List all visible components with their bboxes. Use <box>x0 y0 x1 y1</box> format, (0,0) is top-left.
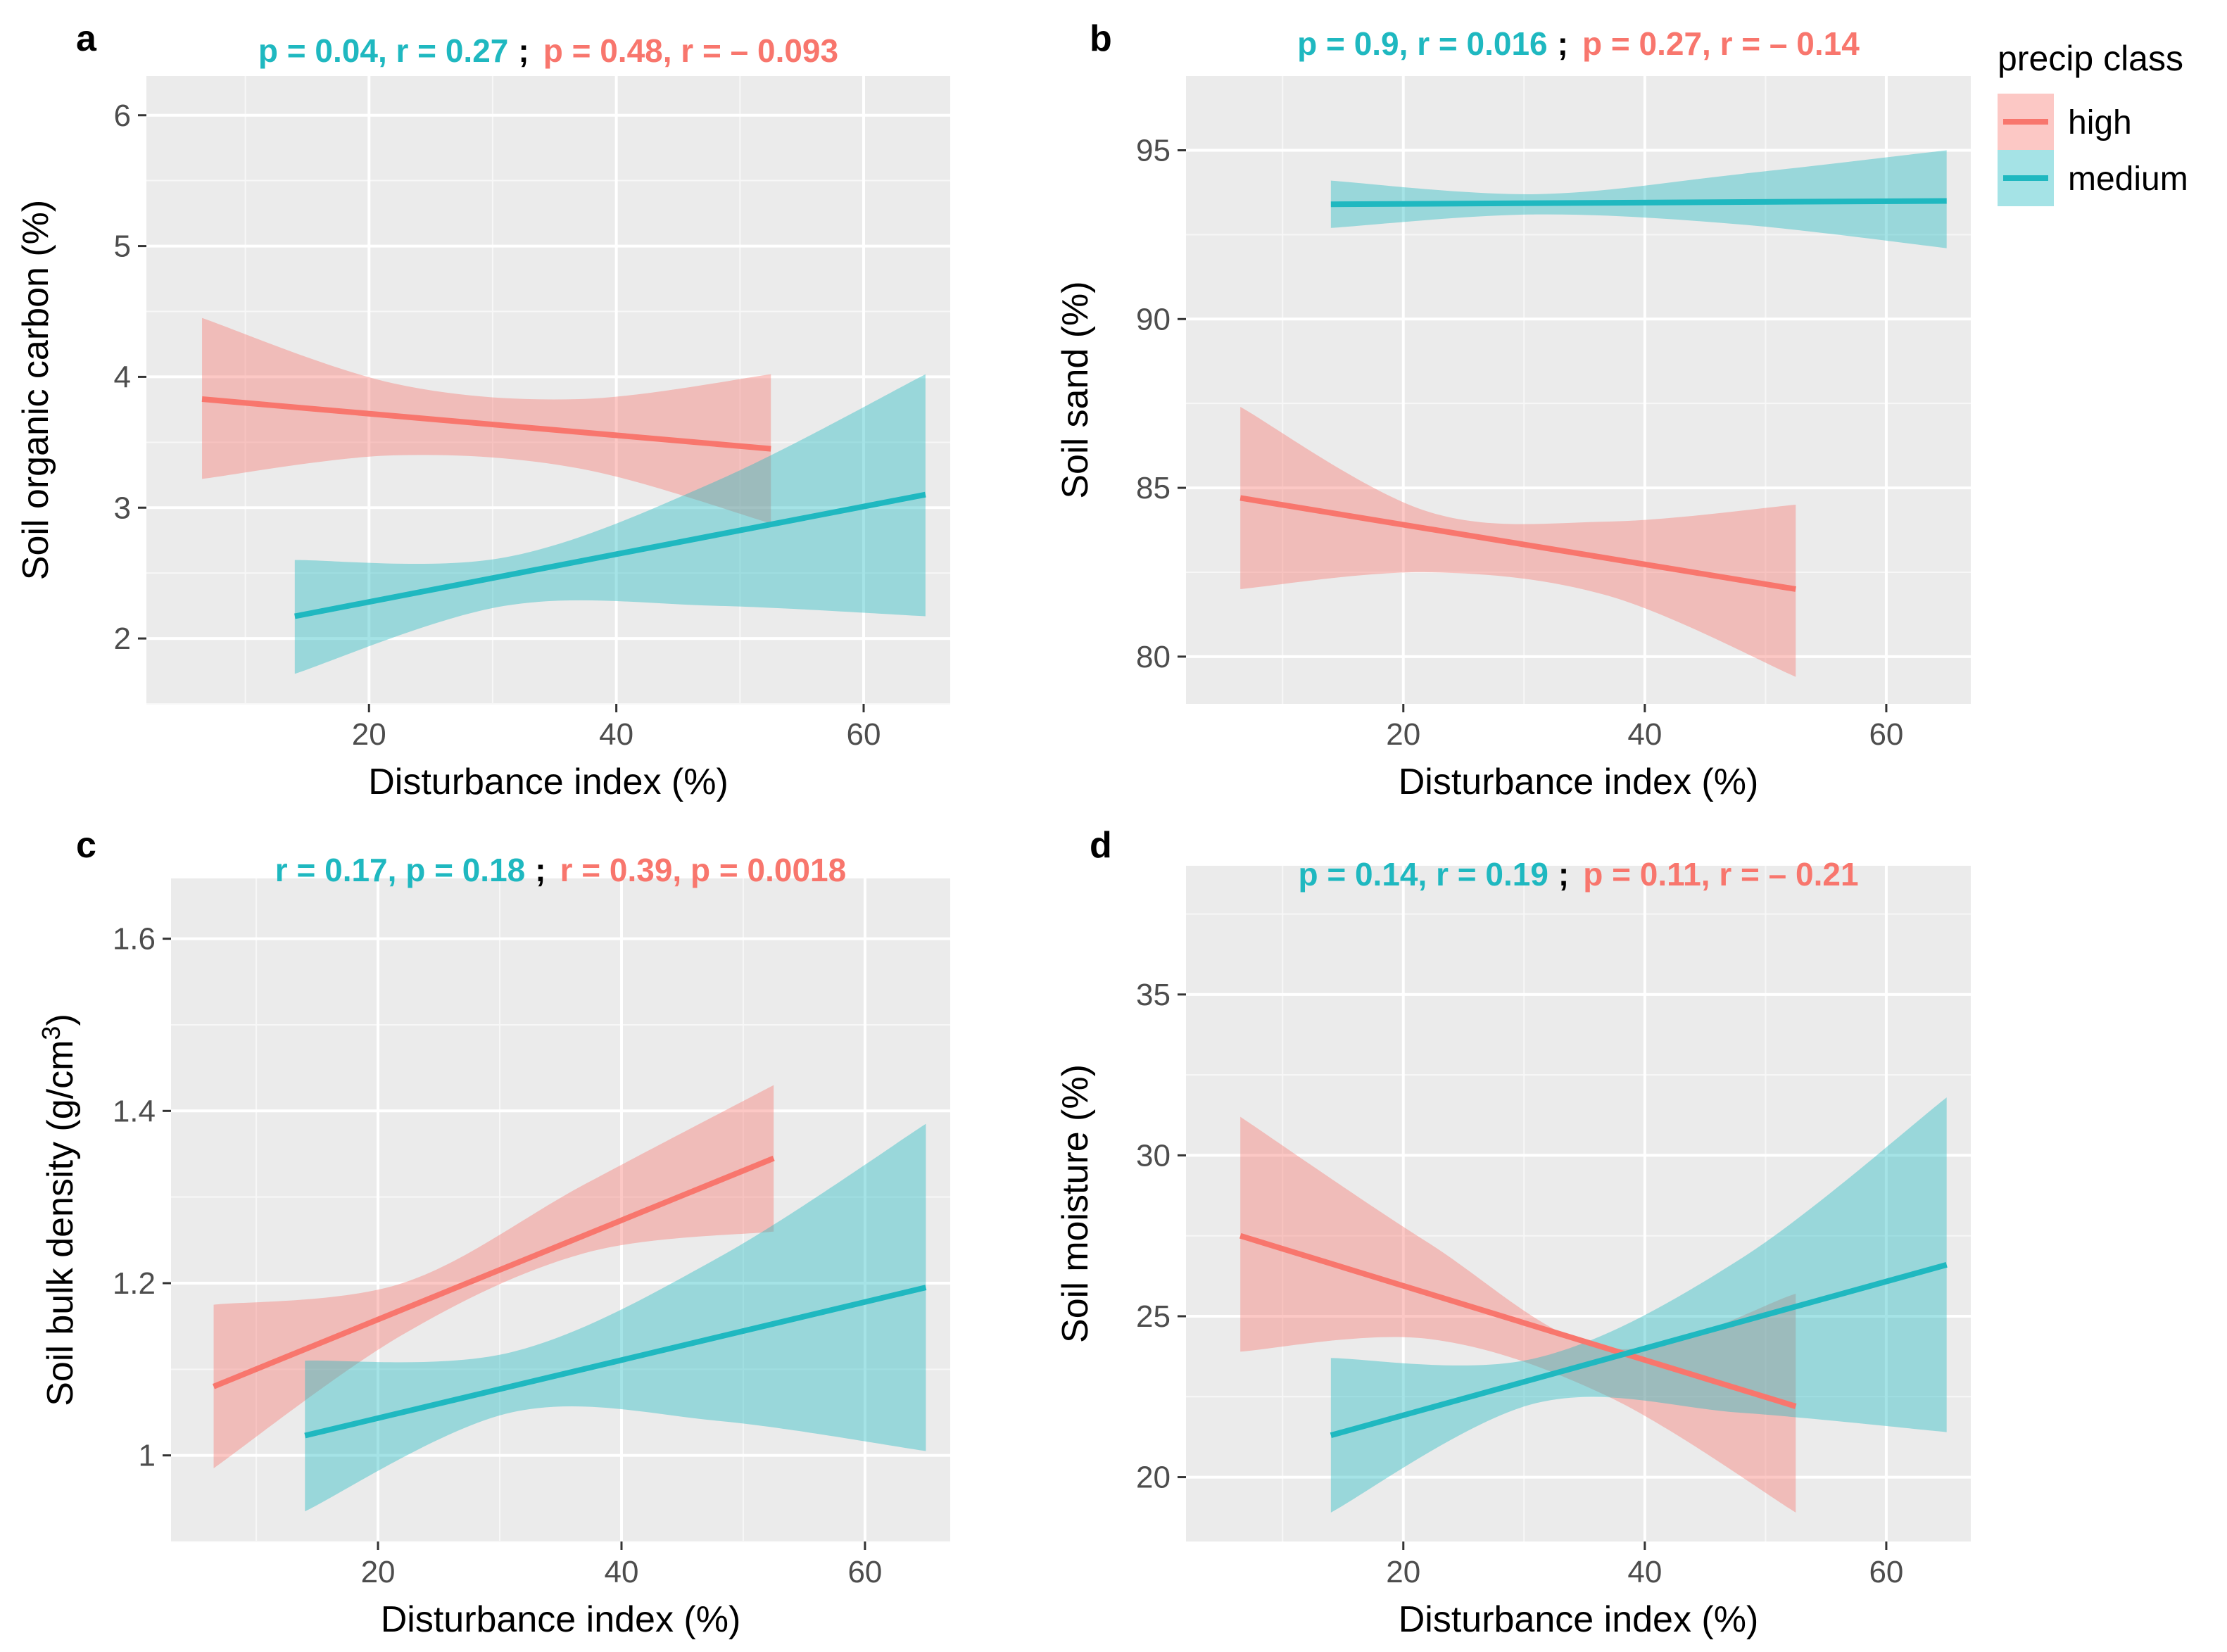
x-axis-title: Disturbance index (%) <box>368 762 728 802</box>
stats-separator: ; <box>1558 25 1568 62</box>
fit-line-medium <box>1330 1262 1948 1438</box>
ci-ribbon-medium <box>1330 150 1947 248</box>
x-axis-title: Disturbance index (%) <box>381 1599 741 1640</box>
y-axis-title: Soil sand (%) <box>1055 281 1096 498</box>
x-tick-label: 40 <box>1627 717 1662 752</box>
y-axis-title-main: Soil bulk density (g/cm <box>40 1040 81 1406</box>
stats-separator: ; <box>535 852 545 888</box>
fit-line-high <box>1239 1232 1797 1409</box>
legend-title: precip class <box>1998 39 2183 78</box>
panels: 20 40 60 2 3 4 5 6 Disturbance index (%) Soil org… <box>15 18 1971 1640</box>
ci-ribbon-high <box>213 1085 774 1469</box>
x-tick-label: 20 <box>352 717 386 752</box>
stats-high: p = 0.27, r = – 0.14 <box>1582 25 1860 62</box>
fit-line-high <box>213 1155 775 1389</box>
ci-ribbon-medium <box>305 1123 926 1512</box>
y-tick-label: 1 <box>139 1439 156 1473</box>
stats-high: p = 0.48, r = – 0.093 <box>543 32 838 69</box>
fit-line-medium <box>294 491 926 619</box>
legend-label-medium: medium <box>2068 160 2188 198</box>
fit-line-high <box>1239 495 1796 592</box>
x-tick-label: 60 <box>1869 1555 1903 1589</box>
legend-label-high: high <box>2068 104 2132 141</box>
y-tick-label: 1.4 <box>113 1094 156 1128</box>
stats-medium: p = 0.9, r = 0.016 <box>1297 25 1547 62</box>
x-tick-label: 20 <box>361 1555 396 1589</box>
plot-area <box>171 878 950 1541</box>
fit-line-medium <box>304 1285 927 1439</box>
x-tick-label: 20 <box>1386 717 1420 752</box>
y-axis-title-end: ) <box>40 1014 81 1026</box>
x-tick-label: 40 <box>605 1555 639 1589</box>
ci-ribbon-high <box>1240 1116 1796 1513</box>
x-tick-label: 60 <box>1869 717 1903 752</box>
stats-separator: ; <box>1558 856 1569 893</box>
stats-medium: p = 0.14, r = 0.19 <box>1298 856 1548 893</box>
x-tick-label: 40 <box>599 717 633 752</box>
plot-area <box>1186 866 1971 1541</box>
stats-medium: p = 0.04, r = 0.27 <box>258 32 508 69</box>
y-tick-label: 1.2 <box>113 1266 156 1301</box>
y-axis-title: Soil moisture (%) <box>1055 1064 1096 1343</box>
stats-high: p = 0.11, r = – 0.21 <box>1583 856 1858 893</box>
x-tick-label: 60 <box>847 1555 882 1589</box>
stats-medium: r = 0.17, p = 0.18 <box>275 852 525 888</box>
x-axis-title: Disturbance index (%) <box>1399 1599 1759 1640</box>
y-tick-label: 95 <box>1136 134 1171 168</box>
y-tick-label: 5 <box>114 229 131 264</box>
y-tick-label: 20 <box>1136 1461 1171 1495</box>
y-tick-label: 4 <box>114 360 131 394</box>
y-tick-label: 25 <box>1136 1299 1171 1334</box>
plot-area <box>1186 76 1971 704</box>
panel-letter: d <box>1090 825 1112 866</box>
fit-line-high <box>201 396 771 452</box>
stats-high: r = 0.39, p = 0.0018 <box>560 852 847 888</box>
panel-b: 20 40 60 80 85 90 95 Disturbance index (%) Soil … <box>1055 18 1971 802</box>
y-tick-label: 3 <box>114 491 131 525</box>
legend: precip class high medium <box>1998 39 2188 206</box>
stats-annotation: p = 0.9, r = 0.016; p = 0.27, r = – 0.14 <box>1297 25 1860 62</box>
panel-a: 20 40 60 2 3 4 5 6 Disturbance index (%) Soil org… <box>15 18 950 802</box>
x-tick-label: 60 <box>847 717 881 752</box>
panel-letter: b <box>1090 18 1112 59</box>
y-tick-label: 90 <box>1136 302 1171 336</box>
y-axis-title: Soil organic carbon (%) <box>15 200 56 580</box>
y-tick-label: 80 <box>1136 640 1171 674</box>
y-tick-label: 35 <box>1136 978 1171 1012</box>
stats-separator: ; <box>518 32 529 69</box>
y-tick-label: 6 <box>114 99 131 133</box>
y-tick-label: 1.6 <box>113 922 156 957</box>
panel-letter: a <box>76 18 97 59</box>
panel-c: 20 40 60 1 1.2 1.4 1.6 Disturbance index (%) Soi… <box>37 825 950 1640</box>
y-tick-label: 85 <box>1136 471 1171 505</box>
panel-d: 20 40 60 20 25 30 35 Disturbance index (%) Soil … <box>1055 825 1971 1640</box>
stats-annotation: r = 0.17, p = 0.18; r = 0.39, p = 0.0018 <box>275 852 846 888</box>
ci-ribbon-medium <box>1330 1097 1947 1513</box>
ci-ribbon-medium <box>294 374 926 674</box>
stats-annotation: p = 0.04, r = 0.27; p = 0.48, r = – 0.093 <box>258 32 838 69</box>
y-axis-title: Soil bulk density (g/cm3) <box>37 1014 81 1406</box>
x-tick-label: 40 <box>1627 1555 1662 1589</box>
x-axis-title: Disturbance index (%) <box>1399 762 1759 802</box>
y-tick-label: 2 <box>114 622 131 656</box>
y-tick-label: 30 <box>1136 1138 1171 1173</box>
panel-letter: c <box>76 825 96 866</box>
stats-annotation: p = 0.14, r = 0.19; p = 0.11, r = – 0.21 <box>1298 856 1858 893</box>
fit-line-medium <box>1330 198 1947 208</box>
y-axis-title-sup: 3 <box>37 1026 65 1040</box>
x-tick-label: 20 <box>1386 1555 1420 1589</box>
ci-ribbon-high <box>202 317 771 524</box>
